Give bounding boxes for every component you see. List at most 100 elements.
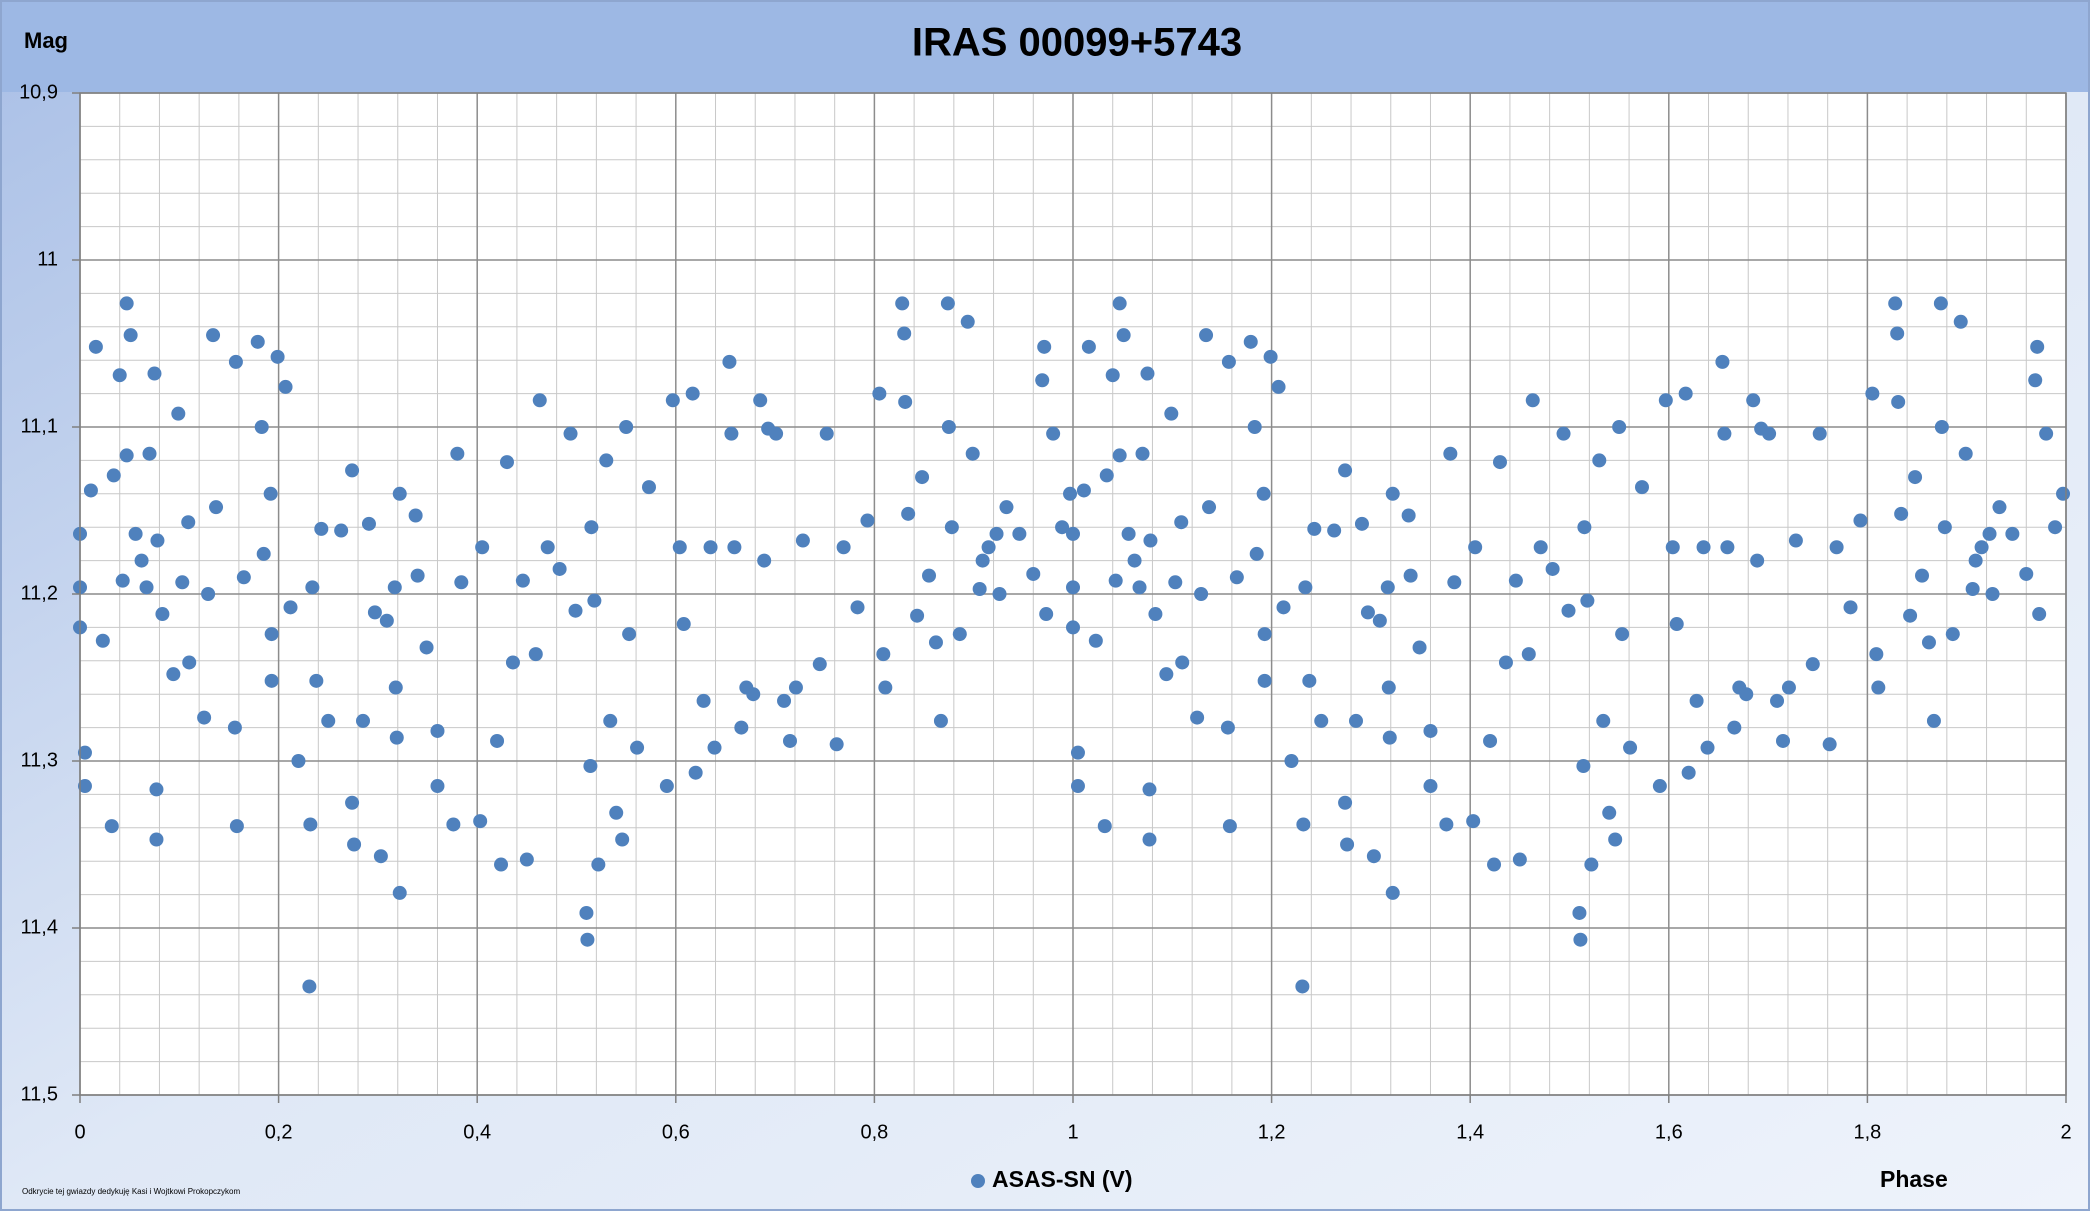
data-point	[1953, 314, 1968, 329]
data-point	[1037, 339, 1052, 354]
data-point	[622, 627, 637, 642]
data-point	[1263, 349, 1278, 364]
data-point	[264, 627, 279, 642]
data-point	[1580, 593, 1595, 608]
data-point	[1829, 540, 1844, 555]
data-point	[1608, 832, 1623, 847]
data-point	[302, 979, 317, 994]
data-point	[769, 426, 784, 441]
data-point	[1700, 740, 1715, 755]
data-point	[309, 673, 324, 688]
data-point	[155, 607, 170, 622]
data-point	[1812, 426, 1827, 441]
data-point	[1937, 520, 1952, 535]
data-point	[1159, 667, 1174, 682]
data-point	[314, 521, 329, 536]
data-point	[1869, 647, 1884, 662]
data-point	[1974, 540, 1989, 555]
data-point	[1727, 720, 1742, 735]
data-point	[659, 779, 674, 794]
data-point	[1148, 607, 1163, 622]
data-point	[1143, 533, 1158, 548]
data-point	[236, 570, 251, 585]
data-point	[1381, 680, 1396, 695]
data-point	[1055, 520, 1070, 535]
data-point	[1717, 426, 1732, 441]
data-point	[166, 667, 181, 682]
data-point	[321, 713, 336, 728]
data-point	[1372, 613, 1387, 628]
data-point	[688, 765, 703, 780]
x-tick-label: 0,8	[860, 1121, 888, 1143]
data-point	[1447, 575, 1462, 590]
data-point	[829, 737, 844, 752]
data-point	[782, 733, 797, 748]
data-point	[580, 932, 595, 947]
data-point	[1443, 446, 1458, 461]
data-point	[1561, 603, 1576, 618]
data-point	[1466, 814, 1481, 829]
data-point	[1168, 575, 1183, 590]
data-point	[734, 720, 749, 735]
data-point	[1340, 837, 1355, 852]
data-point	[1135, 446, 1150, 461]
data-point	[992, 587, 1007, 601]
y-tick-label: 11,4	[21, 916, 58, 938]
data-point	[475, 540, 490, 555]
data-point	[334, 523, 349, 538]
data-point	[291, 754, 306, 768]
data-point	[1081, 339, 1096, 354]
data-point	[591, 857, 606, 872]
data-point	[1338, 463, 1353, 478]
data-point	[112, 368, 127, 383]
data-point	[1992, 500, 2007, 515]
data-point	[901, 506, 916, 521]
data-point	[1483, 733, 1498, 748]
data-point	[599, 453, 614, 468]
data-point	[836, 540, 851, 555]
data-point	[1584, 857, 1599, 872]
data-point	[1681, 765, 1696, 780]
data-point	[1247, 420, 1262, 434]
data-point	[1888, 296, 1903, 311]
data-point	[940, 296, 955, 311]
data-point	[263, 486, 278, 501]
data-point	[1354, 516, 1369, 531]
data-point	[1097, 819, 1112, 834]
data-point	[1533, 540, 1548, 555]
data-point	[1070, 745, 1085, 760]
data-point	[609, 805, 624, 820]
data-point	[150, 533, 165, 548]
data-point	[392, 885, 407, 900]
data-point	[149, 782, 164, 797]
data-point	[1903, 608, 1918, 623]
data-point	[1382, 730, 1397, 745]
data-point	[1592, 453, 1607, 468]
data-point	[1525, 393, 1540, 408]
data-point	[134, 553, 149, 568]
data-point	[228, 354, 243, 369]
data-point	[1545, 561, 1560, 576]
data-point	[1271, 379, 1286, 394]
data-point	[142, 446, 157, 461]
data-point	[528, 647, 543, 662]
data-point	[1360, 605, 1375, 620]
data-point	[1508, 573, 1523, 588]
data-point	[1822, 737, 1837, 752]
data-point	[568, 603, 583, 618]
x-tick-label: 0,4	[463, 1121, 491, 1143]
legend-label: ASAS-SN (V)	[992, 1166, 1133, 1192]
data-point	[1105, 368, 1120, 383]
data-point	[2028, 373, 2043, 388]
data-point	[1665, 540, 1680, 555]
data-point	[229, 819, 244, 834]
data-point	[1164, 406, 1179, 421]
data-point	[981, 540, 996, 555]
data-point	[1788, 533, 1803, 548]
data-point	[283, 600, 298, 615]
data-point	[345, 795, 360, 810]
data-point	[256, 546, 271, 561]
data-point	[123, 328, 138, 343]
x-tick-label: 1,4	[1456, 1121, 1484, 1143]
data-point	[860, 513, 875, 528]
